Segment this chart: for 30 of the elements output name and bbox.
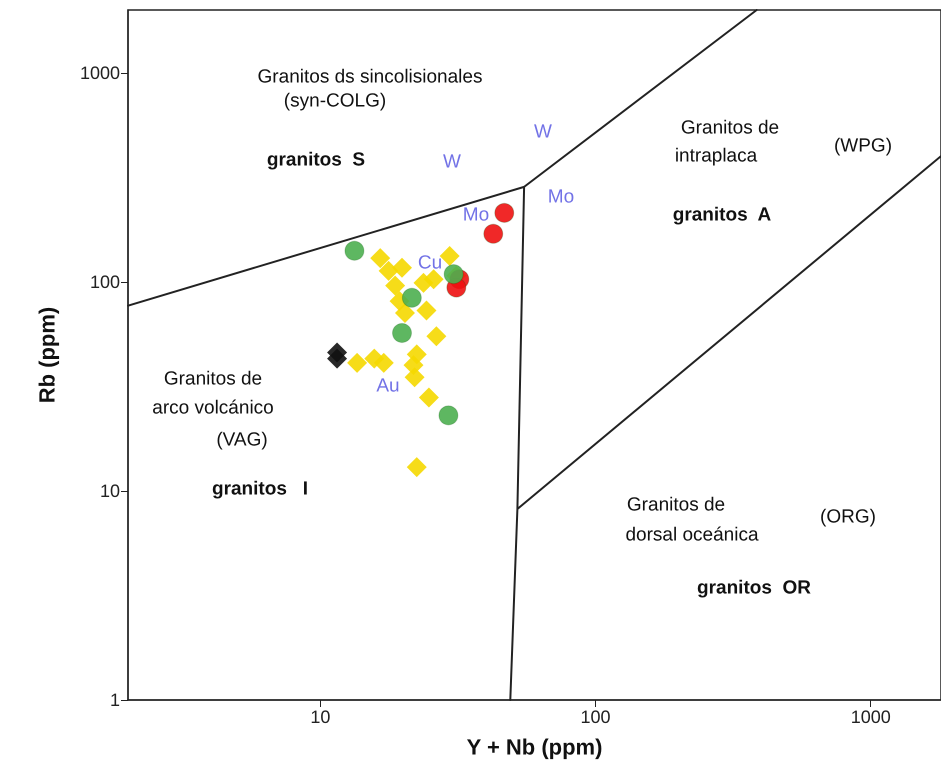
x-tick-label: 10: [310, 707, 330, 727]
y-tick-label: 1: [110, 690, 120, 710]
y-tick-label: 100: [90, 272, 120, 292]
annotation: Cu: [418, 252, 442, 274]
annotation: (WPG): [834, 136, 892, 156]
annotation: intraplaca: [674, 146, 758, 166]
x-tick-label: 1000: [850, 707, 891, 727]
annotation: (ORG): [820, 506, 876, 528]
annotation: Mo: [462, 204, 490, 226]
annotation: Mo: [548, 186, 574, 208]
annotation: Au: [376, 376, 400, 396]
annotation: granitos I: [212, 478, 308, 500]
annotation: Granitos de: [164, 368, 262, 390]
annotation: Granitos de: [626, 494, 726, 516]
annotation: granitos OR: [696, 578, 812, 598]
annotation: W: [534, 122, 552, 142]
y-tick-label: 1000: [80, 62, 120, 83]
annotation: granitos A: [672, 204, 772, 226]
annotation: W: [443, 152, 462, 172]
y-tick-label: 10: [100, 480, 120, 501]
annotation: granitos S: [266, 150, 366, 170]
y-axis-title: Rb (ppm): [34, 306, 60, 404]
annotation: Granitos de: [680, 118, 780, 138]
annotation: arco volcánico: [152, 398, 274, 418]
x-axis-title: Y + Nb (ppm): [466, 734, 602, 760]
annotation: dorsal oceánica: [625, 524, 759, 546]
annotation: (syn-COLG): [284, 90, 386, 112]
annotation: Granitos ds sincolisionales: [258, 66, 482, 88]
x-tick-label: 100: [580, 707, 611, 727]
annotation: (VAG): [216, 430, 268, 450]
